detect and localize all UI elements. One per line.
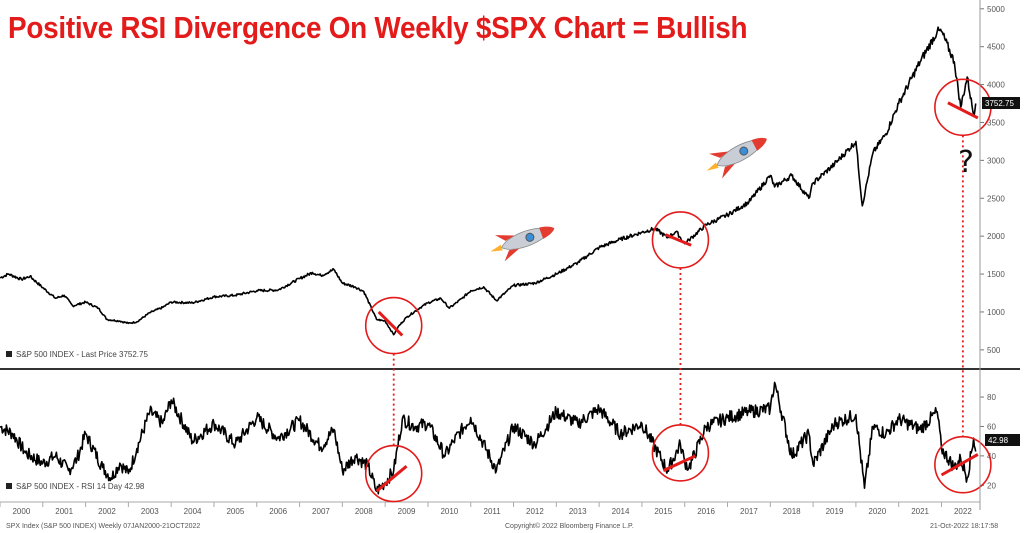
price-trendline [664,233,692,247]
rsi-last-value: 42.98 [988,436,1009,445]
x-tick-label: 2018 [783,507,801,516]
price-panel: 500 1000 1500 2000 2500 3000 3500 4000 4500 5000 [0,5,1005,355]
x-tick-label: 2001 [55,507,73,516]
x-tick-label: 2021 [911,507,929,516]
rsi-ytick-label: 80 [987,393,996,402]
footer-timestamp: 21-Oct-2022 18:17:58 [930,523,998,530]
footer-source: SPX Index (S&P 500 INDEX) Weekly 07JAN20… [6,523,200,530]
rsi-ytick-label: 20 [987,481,996,490]
x-tick-label: 2010 [440,507,458,516]
rsi-legend: S&P 500 INDEX - RSI 14 Day 42.98 [16,482,145,491]
price-ytick-label: 1000 [987,308,1005,317]
x-tick-label: 2012 [526,507,544,516]
x-tick-label: 2014 [612,507,630,516]
x-tick-label: 2005 [226,507,244,516]
divergence-circle-rsi [934,435,992,494]
rsi-trendline [940,453,979,477]
price-legend: S&P 500 INDEX - Last Price 3752.75 [16,350,148,359]
rsi-last-value-tag [985,434,1020,446]
price-series-line [0,26,977,336]
annotations [364,78,992,503]
x-tick-label: 2002 [98,507,116,516]
footer-copyright: Copyright© 2022 Bloomberg Finance L.P. [505,522,634,530]
price-ytick-label: 1500 [987,270,1005,279]
x-tick-label: 2015 [654,507,672,516]
rocket-icon [490,226,555,262]
question-mark: ? [958,145,974,180]
x-tick-label: 2011 [484,507,502,516]
price-last-value-tag [982,97,1020,109]
x-tick-label: 2003 [141,507,159,516]
x-tick-label: 2017 [740,507,758,516]
rsi-panel: 20 40 60 80 [0,381,996,495]
rsi-series-line [0,381,977,495]
price-last-value: 3752.75 [985,99,1014,108]
x-tick-label: 2004 [184,507,202,516]
x-tick-label: 2019 [826,507,844,516]
rocket-icon [706,137,767,179]
x-tick-label: 2009 [398,507,416,516]
rsi-trendline [375,465,408,493]
x-tick-label: 2000 [12,507,30,516]
x-tick-label: 2008 [355,507,373,516]
x-axis: 2000 2001 2002 2003 2004 2005 2006 2007 2008 2009… [0,501,980,516]
x-tick-label: 2007 [312,507,330,516]
price-ytick-label: 4500 [987,43,1005,52]
rsi-trendline [662,454,697,472]
x-tick-label: 2022 [954,507,972,516]
price-ytick-label: 5000 [987,5,1005,14]
rsi-ytick-label: 60 [987,422,996,431]
price-ytick-label: 2000 [987,232,1005,241]
x-tick-label: 2013 [569,507,587,516]
price-ytick-label: 4000 [987,81,1005,90]
price-trendline [377,310,404,337]
price-ytick-label: 3000 [987,156,1005,165]
price-ytick-label: 500 [987,346,1001,355]
price-ytick-label: 3500 [987,118,1005,127]
x-tick-label: 2006 [269,507,287,516]
x-tick-label: 2016 [697,507,715,516]
rsi-legend-swatch [6,483,12,489]
price-legend-swatch [6,351,12,357]
chart-title: Positive RSI Divergence On Weekly $SPX C… [8,10,748,45]
x-tick-label: 2020 [868,507,886,516]
rsi-ytick-label: 40 [987,452,996,461]
price-trendline [947,101,979,120]
price-ytick-label: 2500 [987,194,1005,203]
